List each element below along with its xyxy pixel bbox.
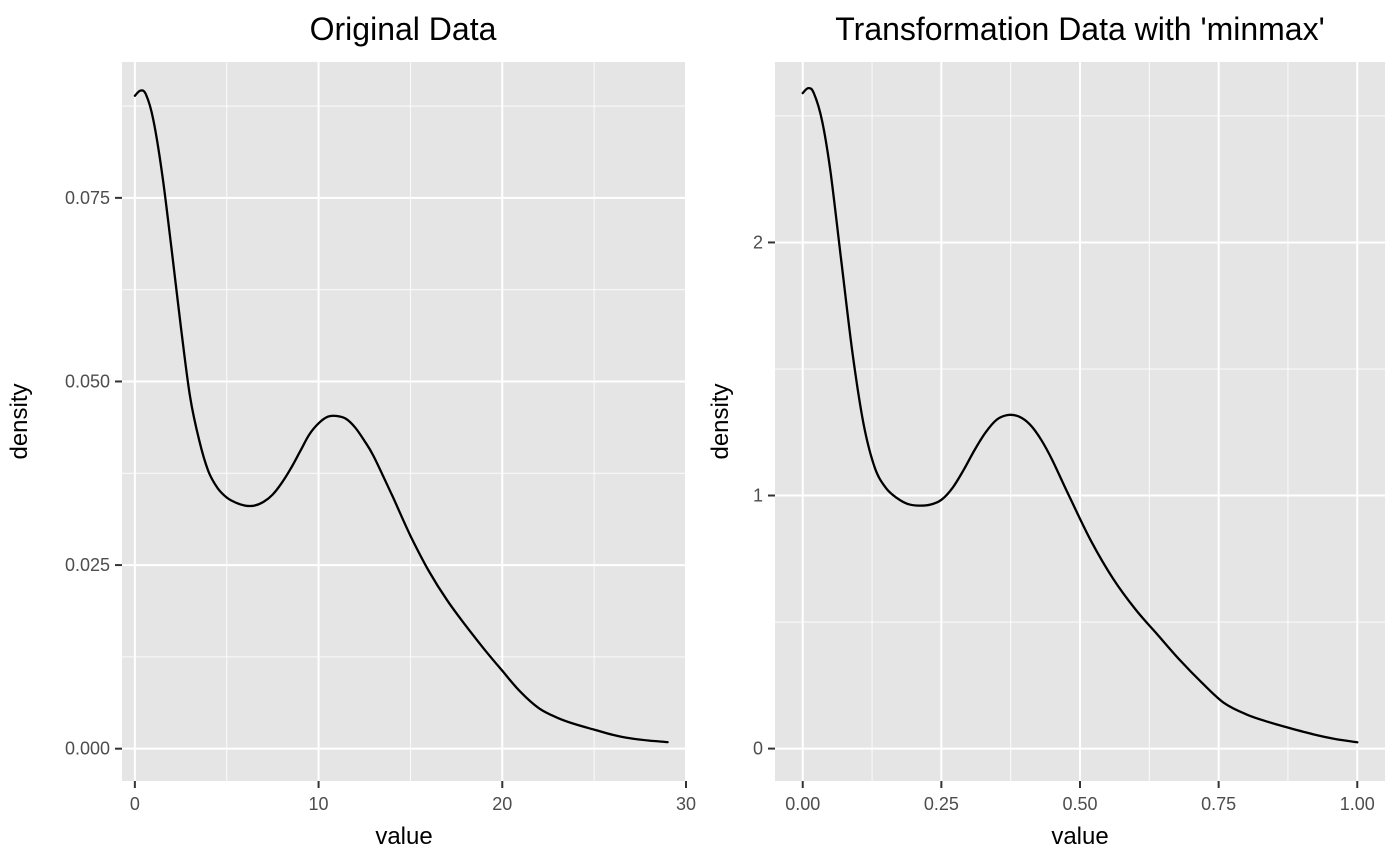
density-series-line: [133, 89, 669, 744]
x-tick-label: 0.00: [785, 794, 820, 814]
chart-title: Transformation Data with 'minmax': [835, 11, 1324, 47]
y-tick-label: 0: [753, 739, 763, 759]
y-tick-label: 2: [753, 232, 763, 252]
panel-original-data: 0 10 20 30 0.000 0.025 0.050 0.075 Original Data…: [6, 11, 696, 850]
y-tick-label: 0.000: [65, 739, 110, 759]
plot-background: [122, 62, 686, 781]
x-tick-label: 0.50: [1062, 794, 1097, 814]
x-tick-label: 30: [676, 794, 696, 814]
y-tick-label: 1: [753, 486, 763, 506]
x-tick-label: 10: [309, 794, 329, 814]
y-axis-title: density: [6, 383, 33, 459]
x-tick-label: 20: [492, 794, 512, 814]
y-axis-title: density: [707, 383, 734, 459]
y-tick-label: 0.075: [65, 188, 110, 208]
y-tick-label: 0.025: [65, 555, 110, 575]
x-axis-title: value: [1051, 823, 1108, 850]
x-tick-label: 0: [130, 794, 140, 814]
panel-minmax-data: 0.00 0.25 0.50 0.75 1.00 0 1 2 Transformation Da…: [707, 11, 1385, 850]
x-axis-title: value: [375, 823, 432, 850]
x-tick-label: 0.25: [924, 794, 959, 814]
x-tick-label: 1.00: [1340, 794, 1375, 814]
y-tick-label: 0.050: [65, 371, 110, 391]
chart-title: Original Data: [310, 11, 497, 47]
x-tick-label: 0.75: [1201, 794, 1236, 814]
density-series-line: [801, 86, 1359, 744]
